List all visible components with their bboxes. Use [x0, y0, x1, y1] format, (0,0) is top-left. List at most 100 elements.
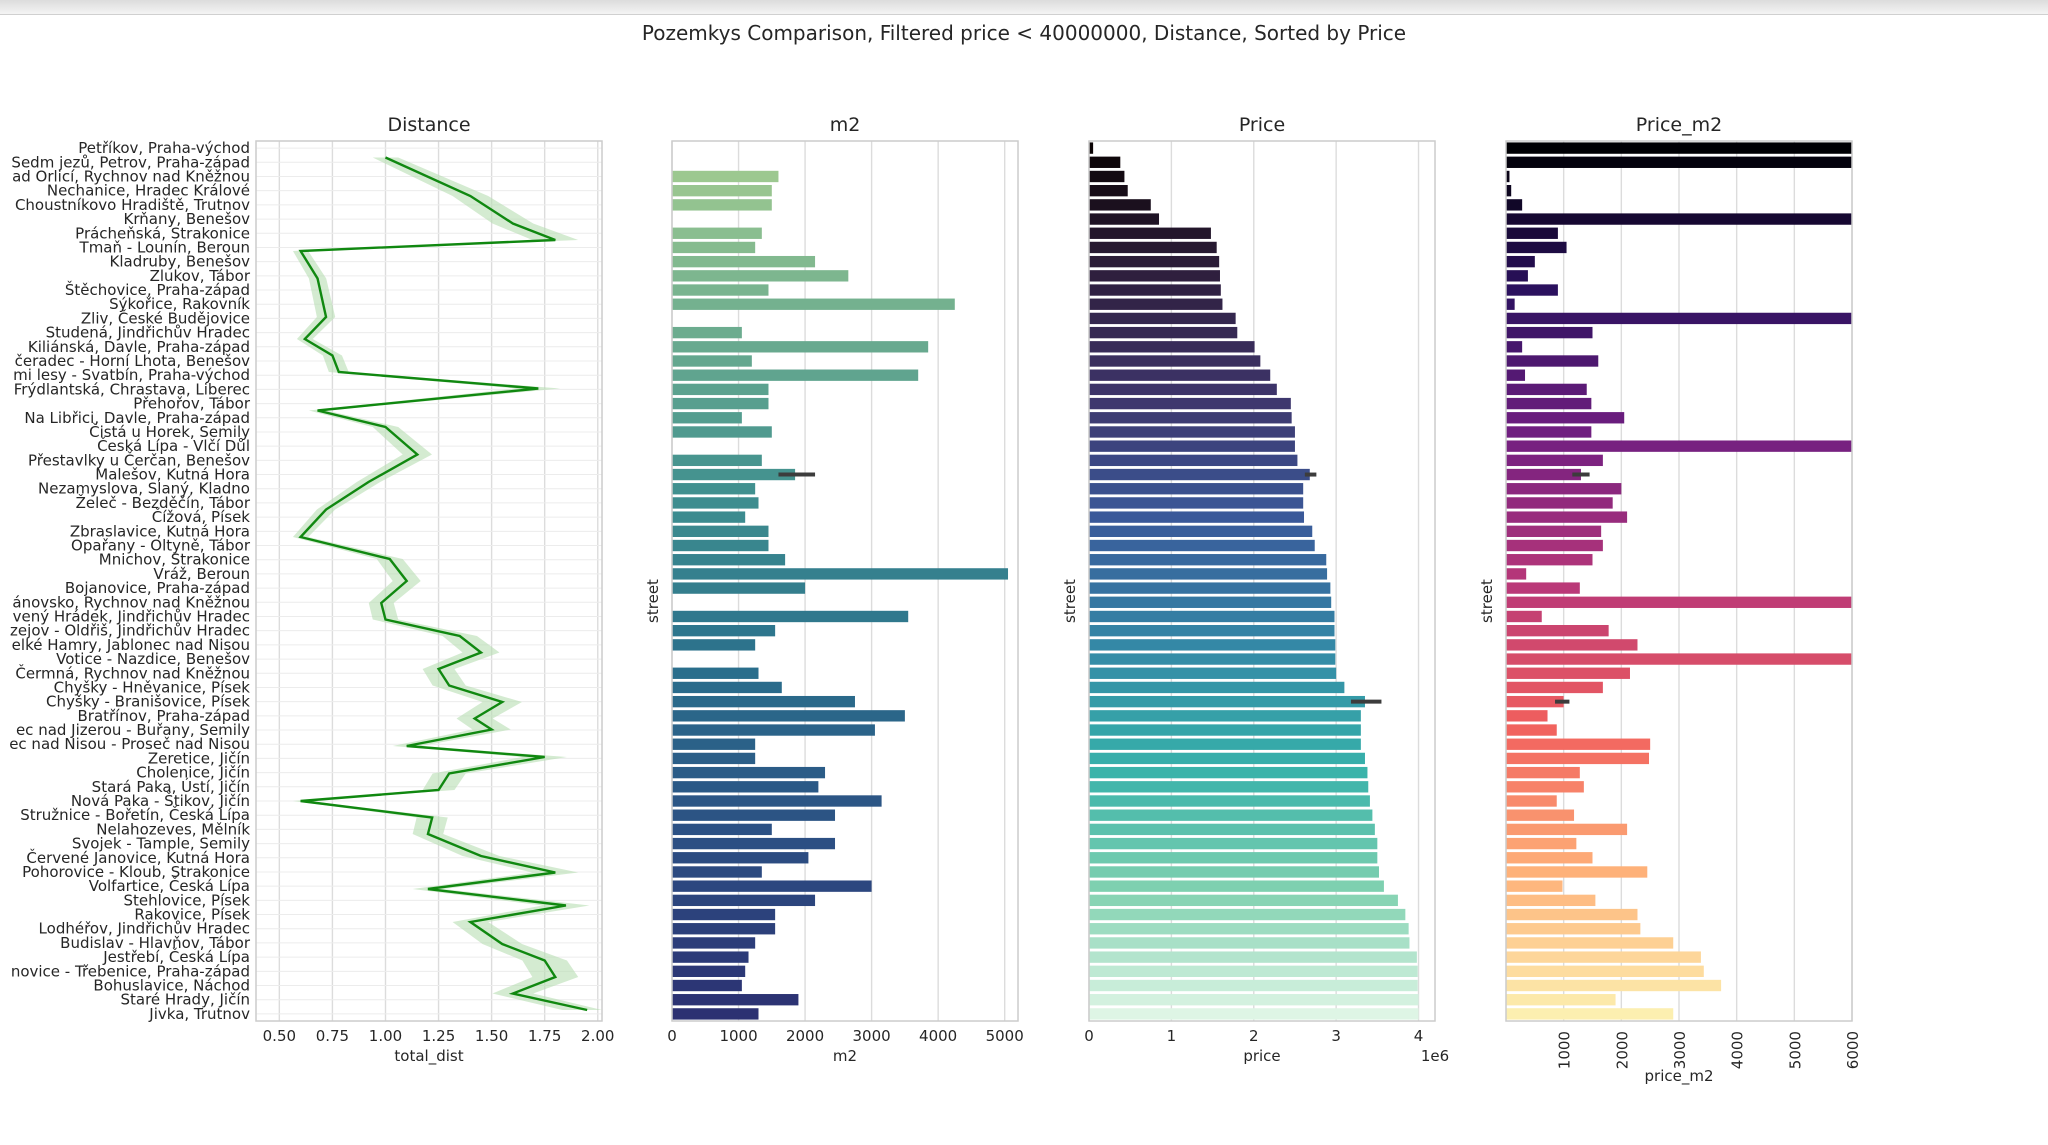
bar	[1506, 426, 1592, 438]
y-tick-label: Nezamyslova, Slaný, Kladno	[38, 480, 250, 498]
y-tick-label: Choustníkovo Hradiště, Trutnov	[15, 196, 250, 214]
bar	[1089, 979, 1418, 992]
y-tick-label: Krňany, Benešov	[124, 210, 251, 228]
x-tick-label: 0	[1084, 1027, 1094, 1045]
y-tick-label: Zlukov, Tábor	[150, 267, 251, 285]
bar	[1089, 383, 1277, 396]
x-axis-label: m2	[833, 1047, 857, 1065]
distance-confidence-band	[292, 157, 602, 1010]
bar	[1506, 837, 1577, 850]
y-tick-label: Staré Hrady, Jičín	[120, 991, 250, 1009]
bar	[1089, 596, 1332, 608]
bar	[672, 241, 756, 254]
bar	[1506, 908, 1638, 921]
bar	[672, 468, 796, 481]
bar	[1089, 625, 1335, 637]
x-tick-label: 2	[1249, 1027, 1259, 1045]
bar	[672, 639, 756, 651]
bar	[1089, 752, 1365, 765]
axes-frame	[671, 140, 1019, 1022]
bar	[1506, 227, 1558, 239]
y-tick-label: Tmaň - Lounín, Beroun	[79, 238, 250, 256]
bar	[672, 823, 772, 836]
y-tick-label: Jestřebí, Česká Lípa	[102, 947, 250, 966]
bar	[1506, 894, 1596, 907]
y-tick-label: ánovsko, Rychnov nad Kněžnou	[12, 593, 250, 611]
bar	[672, 766, 826, 779]
axes-frame	[255, 140, 603, 1022]
y-tick-label: Bratřínov, Praha-západ	[77, 707, 250, 725]
bar	[672, 539, 769, 552]
bar	[1089, 185, 1128, 197]
bar	[1506, 185, 1512, 197]
y-tick-label: Přehořov, Tábor	[133, 395, 251, 413]
bar	[1089, 227, 1211, 239]
bar	[1506, 369, 1526, 381]
bar	[1089, 483, 1304, 495]
bar	[1506, 937, 1674, 949]
subplot-4: Price_m2 price_m2 1000 2000 3000 4000 5000 6000…	[1478, 114, 1862, 1086]
x-tick-label: 2000	[1613, 1031, 1631, 1069]
y-tick-label: Lodhéřov, Jindřichův Hradec	[39, 920, 250, 938]
y-tick-label: Stružnice - Bořetín, Česká Lípa	[20, 805, 250, 824]
bar	[1089, 539, 1315, 552]
y-tick-label: Stará Paka, Ústí, Jičín	[92, 777, 250, 796]
bar	[672, 923, 776, 935]
y-tick-label: Zbraslavice, Kutná Hora	[70, 522, 250, 540]
subplot-title: Price	[1239, 114, 1285, 136]
bar	[1506, 610, 1542, 623]
bar	[672, 752, 756, 765]
bar	[1089, 497, 1304, 509]
bar	[672, 681, 782, 694]
bar	[1506, 866, 1648, 878]
distance-line	[298, 156, 588, 1012]
y-tick-label: Sýkořice, Rakovník	[109, 295, 250, 313]
bar	[672, 880, 872, 892]
bar	[672, 937, 756, 949]
y-tick-label: Chyšky - Hněvanice, Písek	[54, 678, 251, 696]
bar	[1089, 554, 1327, 566]
x-tick-label: 2000	[786, 1027, 824, 1045]
bar	[672, 270, 849, 282]
bar	[1506, 823, 1628, 836]
bar	[1506, 241, 1567, 254]
bar	[672, 866, 762, 878]
bar	[1506, 880, 1563, 892]
bar	[1506, 554, 1593, 566]
bar	[1089, 653, 1336, 665]
bar	[1089, 255, 1220, 268]
bar	[1089, 908, 1406, 921]
y-tick-label: novice - Třebenice, Praha-západ	[11, 962, 250, 980]
bar	[1506, 752, 1650, 765]
bar	[672, 369, 919, 381]
bar	[1506, 781, 1584, 793]
bar	[672, 695, 855, 708]
bar	[1089, 837, 1378, 850]
bar	[672, 738, 756, 750]
bar	[672, 724, 875, 736]
bar	[1506, 724, 1557, 736]
y-tick-label: Čížová, Písek	[152, 507, 251, 526]
bar	[1089, 468, 1310, 481]
bar	[1506, 397, 1592, 410]
y-tick-label: Petříkov, Praha-východ	[78, 139, 250, 157]
x-tick-label: 3000	[1671, 1031, 1689, 1069]
y-tick-label: Štěchovice, Praha-západ	[65, 280, 250, 299]
y-tick-label: čeradec - Horní Lhota, Benešov	[15, 352, 250, 370]
bar	[1089, 440, 1295, 452]
bar	[1089, 965, 1418, 977]
bar	[1506, 852, 1593, 864]
bar	[1089, 710, 1361, 722]
y-tick-label: Na Libřici, Davle, Praha-západ	[24, 409, 250, 427]
window-top-bar	[0, 0, 2048, 15]
bar	[1506, 454, 1603, 467]
bar	[1506, 766, 1580, 779]
bar	[672, 511, 746, 523]
y-axis-label: street	[644, 579, 662, 623]
bar	[1506, 255, 1535, 268]
bar	[1506, 298, 1515, 310]
bar	[1089, 312, 1236, 325]
x-tick-label: 2.00	[581, 1027, 614, 1045]
bar	[1089, 341, 1255, 353]
bar	[1506, 483, 1622, 495]
